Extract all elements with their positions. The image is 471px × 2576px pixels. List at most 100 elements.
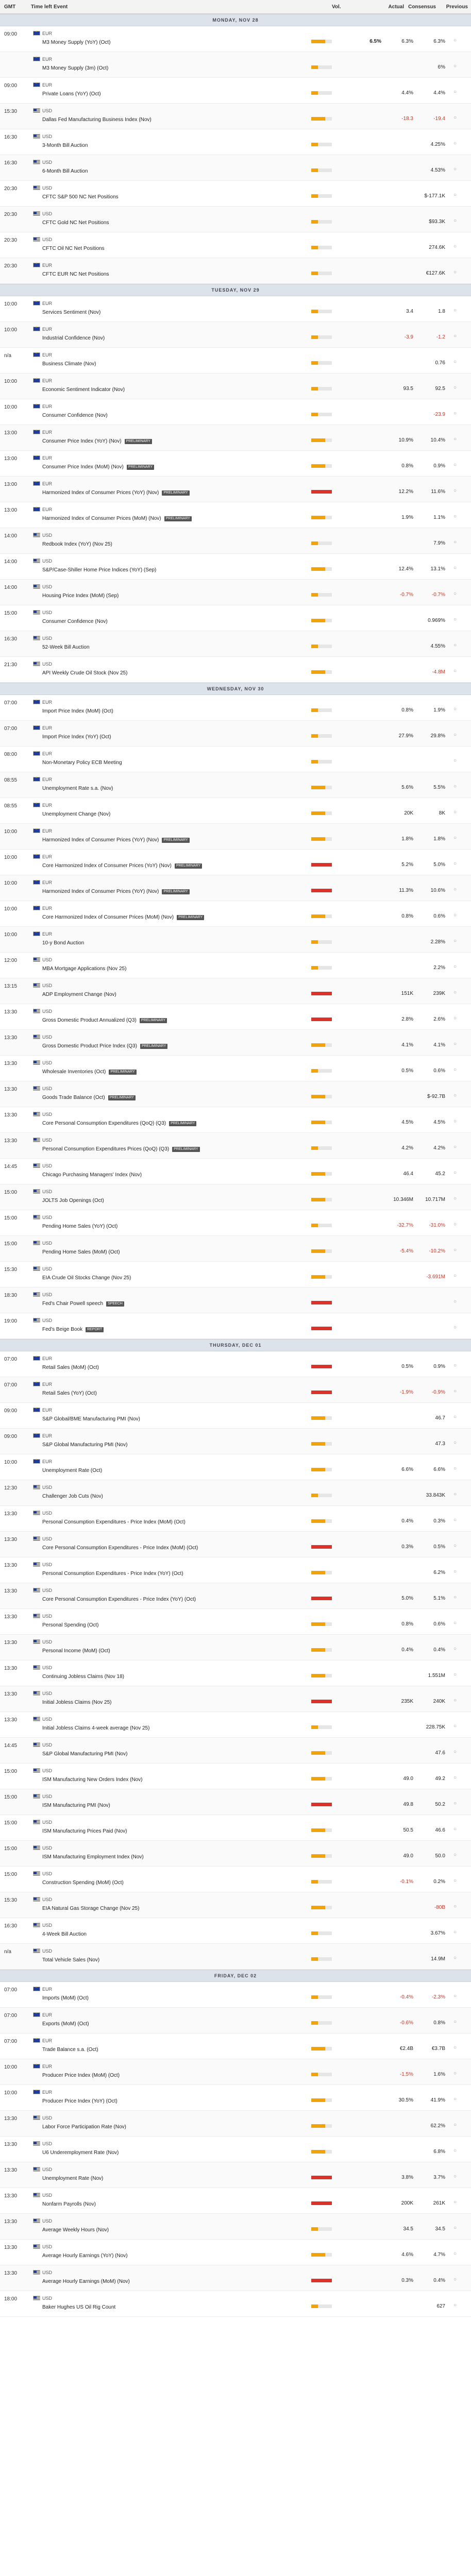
event-name[interactable]: 10-y Bond Auction <box>42 940 269 946</box>
event-name[interactable]: JOLTS Job Openings (Oct) <box>42 1198 269 1204</box>
event-row[interactable]: 15:30 USD Dallas Fed Manufacturing Busines… <box>0 104 471 129</box>
event-row[interactable]: 13:30 USD Gross Domestic Product Annualize… <box>0 1004 471 1030</box>
event-row[interactable]: 10:00 EUR Core Harmonized Index of Consume… <box>0 901 471 927</box>
alert-bell-icon[interactable]: ○ <box>453 861 457 867</box>
alert-bell-icon[interactable]: ○ <box>453 2251 457 2257</box>
event-name[interactable]: M3 Money Supply (3m) (Oct) <box>42 65 269 71</box>
alert-bell-icon[interactable]: ○ <box>453 938 457 944</box>
alert-bell-icon[interactable]: ○ <box>453 1852 457 1858</box>
event-name[interactable]: Core Personal Consumption Expenditures -… <box>42 1545 269 1551</box>
event-row[interactable]: 13:30 USD Personal Consumption Expenditure… <box>0 1506 471 1532</box>
event-row[interactable]: 13:30 USD Goods Trade Balance (Oct) PRELIMI… <box>0 1081 471 1107</box>
event-row[interactable]: 09:00 EUR S&P Global/BME Manufacturing PMI… <box>0 1403 471 1429</box>
alert-bell-icon[interactable]: ○ <box>453 333 457 339</box>
event-name[interactable]: ISM Manufacturing New Orders Index (Nov) <box>42 1777 269 1783</box>
event-row[interactable]: 13:30 USD Wholesale Inventories (Oct) PRELI… <box>0 1056 471 1081</box>
event-name[interactable]: U6 Underemployment Rate (Nov) <box>42 2150 269 2156</box>
event-row[interactable]: 14:00 USD S&P/Case-Shiller Home Price Indi… <box>0 554 471 580</box>
alert-bell-icon[interactable]: ○ <box>453 1672 457 1677</box>
alert-bell-icon[interactable]: ○ <box>453 166 457 172</box>
event-row[interactable]: 15:00 USD Pending Home Sales (MoM) (Oct) -5… <box>0 1236 471 1262</box>
event-row[interactable]: 13:00 EUR Consumer Price Index (YoY) (Nov)… <box>0 425 471 451</box>
event-name[interactable]: MBA Mortgage Applications (Nov 25) <box>42 966 269 972</box>
event-name[interactable]: Consumer Confidence (Nov) <box>42 619 269 624</box>
event-row[interactable]: n/a EUR Business Climate (Nov) 0.76 ○ <box>0 348 471 374</box>
alert-bell-icon[interactable]: ○ <box>453 1067 457 1073</box>
event-row[interactable]: 16:30 USD 4-Week Bill Auction 3.67% ○ <box>0 1918 471 1944</box>
event-name[interactable]: Core Harmonized Index of Consumer Prices… <box>42 914 269 920</box>
event-row[interactable]: 16:30 USD 52-Week Bill Auction 4.55% ○ <box>0 631 471 657</box>
event-name[interactable]: Unemployment Rate (Oct) <box>42 1468 269 1473</box>
event-row[interactable]: 15:00 USD Construction Spending (MoM) (Oct… <box>0 1867 471 1892</box>
alert-bell-icon[interactable]: ○ <box>453 1569 457 1574</box>
event-name[interactable]: Consumer Price Index (YoY) (Nov) PRELIMIN… <box>42 438 269 444</box>
alert-bell-icon[interactable]: ○ <box>453 1440 457 1446</box>
event-name[interactable]: Consumer Price Index (MoM) (Nov) PRELIMIN… <box>42 464 269 470</box>
event-name[interactable]: Harmonized Index of Consumer Prices (YoY… <box>42 889 269 894</box>
event-name[interactable]: Unemployment Rate (Nov) <box>42 2176 269 2181</box>
alert-bell-icon[interactable]: ○ <box>453 809 457 815</box>
event-row[interactable]: 12:00 USD MBA Mortgage Applications (Nov 2… <box>0 953 471 978</box>
event-name[interactable]: Trade Balance s.a. (Oct) <box>42 2047 269 2053</box>
event-name[interactable]: Housing Price Index (MoM) (Sep) <box>42 593 269 599</box>
event-row[interactable]: 15:00 USD ISM Manufacturing PMI (Nov) 49.8 5… <box>0 1789 471 1815</box>
event-row[interactable]: 16:30 USD 6-Month Bill Auction 4.53% ○ <box>0 155 471 181</box>
alert-bell-icon[interactable]: ○ <box>453 2096 457 2102</box>
event-name[interactable]: Average Weekly Hours (Nov) <box>42 2227 269 2233</box>
event-row[interactable]: 18:00 USD Baker Hughes US Oil Rig Count 627… <box>0 2291 471 2317</box>
alert-bell-icon[interactable]: ○ <box>453 591 457 597</box>
alert-bell-icon[interactable]: ○ <box>453 2148 457 2154</box>
event-row[interactable]: 15:30 USD EIA Natural Gas Storage Change (… <box>0 1892 471 1918</box>
alert-bell-icon[interactable]: ○ <box>453 1144 457 1150</box>
event-name[interactable]: Construction Spending (MoM) (Oct) <box>42 1880 269 1886</box>
event-row[interactable]: 08:55 EUR Unemployment Change (Nov) 20K 8K ○ <box>0 798 471 824</box>
alert-bell-icon[interactable]: ○ <box>453 1118 457 1124</box>
alert-bell-icon[interactable]: ○ <box>453 1247 457 1253</box>
event-row[interactable]: 13:30 USD Nonfarm Payrolls (Nov) 200K 261K ○ <box>0 2188 471 2214</box>
event-name[interactable]: Personal Consumption Expenditures - Pric… <box>42 1571 269 1577</box>
alert-bell-icon[interactable]: ○ <box>453 1170 457 1176</box>
event-row[interactable]: 10:00 EUR Producer Price Index (YoY) (Oct)… <box>0 2085 471 2111</box>
event-row[interactable]: 13:30 USD Continuing Jobless Claims (Nov 1… <box>0 1660 471 1686</box>
event-name[interactable]: Dallas Fed Manufacturing Business Index … <box>42 117 269 123</box>
event-name[interactable]: EIA Natural Gas Storage Change (Nov 25) <box>42 1906 269 1911</box>
alert-bell-icon[interactable]: ○ <box>453 1222 457 1227</box>
alert-bell-icon[interactable]: ○ <box>453 1595 457 1600</box>
event-row[interactable]: 21:30 USD API Weekly Crude Oil Stock (Nov … <box>0 657 471 683</box>
event-name[interactable]: Producer Price Index (MoM) (Oct) <box>42 2073 269 2078</box>
alert-bell-icon[interactable]: ○ <box>453 63 457 69</box>
event-name[interactable]: Private Loans (YoY) (Oct) <box>42 91 269 97</box>
alert-bell-icon[interactable]: ○ <box>453 1775 457 1781</box>
alert-bell-icon[interactable]: ○ <box>453 192 457 198</box>
alert-bell-icon[interactable]: ○ <box>453 514 457 519</box>
alert-bell-icon[interactable]: ○ <box>453 1698 457 1703</box>
event-row[interactable]: 15:00 USD Pending Home Sales (YoY) (Oct) -3… <box>0 1210 471 1236</box>
alert-bell-icon[interactable]: ○ <box>453 617 457 622</box>
event-row[interactable]: 13:30 USD Average Hourly Earnings (MoM) (N… <box>0 2265 471 2291</box>
event-row[interactable]: 13:30 USD Core Personal Consumption Expend… <box>0 1583 471 1609</box>
alert-bell-icon[interactable]: ○ <box>453 732 457 738</box>
event-name[interactable]: Non-Monetary Policy ECB Meeting <box>42 760 269 766</box>
alert-bell-icon[interactable]: ○ <box>453 308 457 313</box>
alert-bell-icon[interactable]: ○ <box>453 1015 457 1021</box>
event-row[interactable]: 10:00 EUR Unemployment Rate (Oct) 6.6% 6.6% ○ <box>0 1454 471 1480</box>
event-row[interactable]: 13:30 USD Average Weekly Hours (Nov) 34.5 34… <box>0 2214 471 2240</box>
event-row[interactable]: 14:00 USD Housing Price Index (MoM) (Sep) -… <box>0 580 471 605</box>
alert-bell-icon[interactable]: ○ <box>453 1749 457 1755</box>
event-row[interactable]: 15:00 USD Consumer Confidence (Nov) 0.969% ○ <box>0 605 471 631</box>
event-name[interactable]: Core Personal Consumption Expenditures (… <box>42 1121 269 1126</box>
event-name[interactable]: ISM Manufacturing PMI (Nov) <box>42 1803 269 1808</box>
event-row[interactable]: 13:30 USD Personal Income (MoM) (Oct) 0.4% 0… <box>0 1635 471 1660</box>
alert-bell-icon[interactable]: ○ <box>453 1466 457 1471</box>
event-row[interactable]: 13:30 USD Core Personal Consumption Expend… <box>0 1107 471 1133</box>
alert-bell-icon[interactable]: ○ <box>453 115 457 121</box>
event-row[interactable]: 20:30 EUR CFTC EUR NC Net Positions €127.6K… <box>0 258 471 284</box>
event-name[interactable]: Import Price Index (MoM) (Oct) <box>42 708 269 714</box>
alert-bell-icon[interactable]: ○ <box>453 784 457 789</box>
event-name[interactable]: ADP Employment Change (Nov) <box>42 992 269 997</box>
alert-bell-icon[interactable]: ○ <box>453 38 457 43</box>
event-name[interactable]: Fed's Chair Powell speech SPEECH <box>42 1301 269 1307</box>
alert-bell-icon[interactable]: ○ <box>453 2045 457 2050</box>
event-name[interactable]: Imports (MoM) (Oct) <box>42 1995 269 2001</box>
event-row[interactable]: 20:30 USD CFTC Oil NC Net Positions 274.6K ○ <box>0 232 471 258</box>
